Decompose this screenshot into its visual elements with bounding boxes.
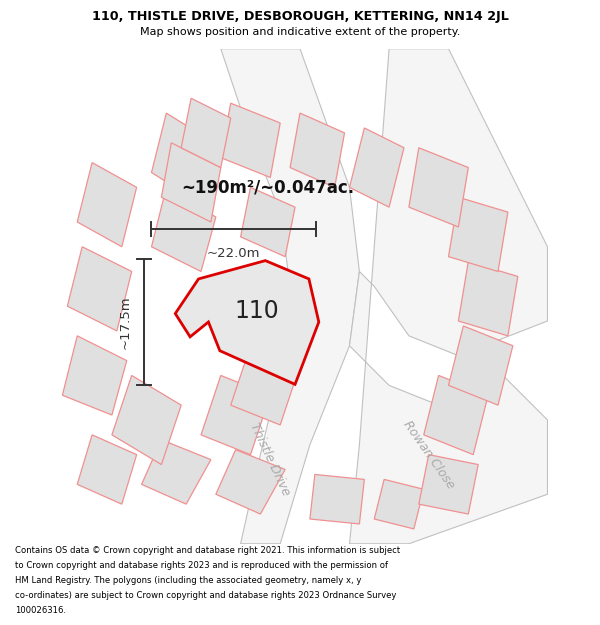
Polygon shape: [349, 49, 548, 544]
Text: 110, THISTLE DRIVE, DESBOROUGH, KETTERING, NN14 2JL: 110, THISTLE DRIVE, DESBOROUGH, KETTERIN…: [92, 10, 508, 22]
Polygon shape: [409, 148, 469, 227]
Polygon shape: [221, 49, 359, 544]
Polygon shape: [216, 450, 285, 514]
Polygon shape: [62, 336, 127, 415]
Polygon shape: [142, 440, 211, 504]
Polygon shape: [161, 142, 221, 222]
Text: co-ordinates) are subject to Crown copyright and database rights 2023 Ordnance S: co-ordinates) are subject to Crown copyr…: [15, 591, 397, 600]
Polygon shape: [349, 128, 404, 207]
Text: ~17.5m: ~17.5m: [119, 296, 132, 349]
Polygon shape: [449, 326, 513, 405]
Polygon shape: [67, 247, 132, 331]
Polygon shape: [112, 376, 181, 464]
Text: ~22.0m: ~22.0m: [206, 247, 260, 259]
Text: HM Land Registry. The polygons (including the associated geometry, namely x, y: HM Land Registry. The polygons (includin…: [15, 576, 361, 585]
Polygon shape: [77, 162, 137, 247]
Polygon shape: [374, 479, 424, 529]
Polygon shape: [175, 261, 319, 384]
Polygon shape: [201, 376, 271, 454]
Polygon shape: [241, 188, 295, 257]
Text: Rowan Close: Rowan Close: [400, 418, 457, 491]
Text: Contains OS data © Crown copyright and database right 2021. This information is : Contains OS data © Crown copyright and d…: [15, 546, 400, 555]
Polygon shape: [151, 113, 206, 198]
Polygon shape: [419, 454, 478, 514]
Polygon shape: [77, 435, 137, 504]
Text: Thistle Drive: Thistle Drive: [248, 421, 293, 498]
Polygon shape: [151, 188, 216, 271]
Text: ~190m²/~0.047ac.: ~190m²/~0.047ac.: [181, 178, 355, 196]
Text: to Crown copyright and database rights 2023 and is reproduced with the permissio: to Crown copyright and database rights 2…: [15, 561, 388, 570]
Polygon shape: [221, 103, 280, 178]
Polygon shape: [310, 474, 364, 524]
Polygon shape: [230, 346, 300, 425]
Text: 110: 110: [235, 299, 280, 324]
Text: Map shows position and indicative extent of the property.: Map shows position and indicative extent…: [140, 26, 460, 36]
Polygon shape: [449, 198, 508, 271]
Polygon shape: [424, 376, 488, 454]
Polygon shape: [290, 113, 344, 188]
Polygon shape: [458, 262, 518, 336]
Polygon shape: [181, 98, 230, 168]
Text: 100026316.: 100026316.: [15, 606, 66, 615]
